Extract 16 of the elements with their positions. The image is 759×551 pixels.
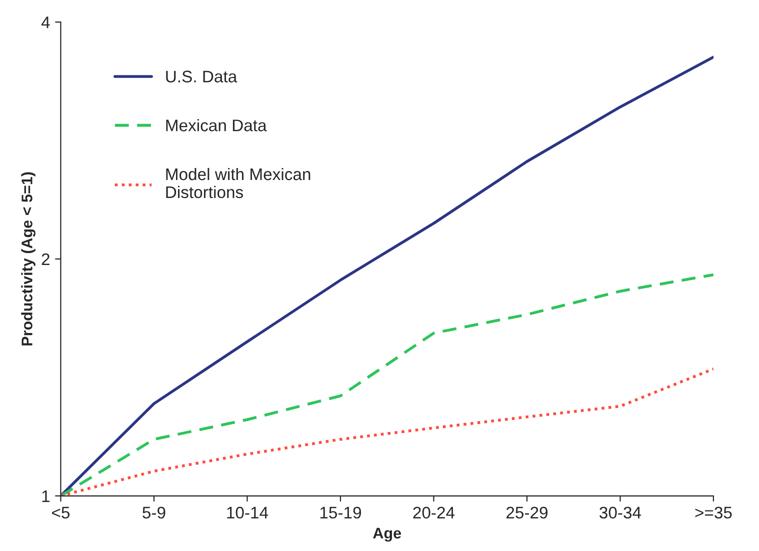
y-tick-label: 2 [42, 253, 50, 266]
y-tick-label: 1 [42, 490, 50, 502]
x-tick-label: 10-14 [227, 506, 268, 519]
x-tick-label: <5 [52, 506, 70, 519]
x-tick-label: 5-9 [142, 506, 166, 519]
x-tick-label: 25-29 [506, 506, 548, 519]
x-tick-label: 20-24 [413, 506, 455, 519]
legend-label: Mexican Data [166, 119, 267, 132]
y-tick-label: 4 [41, 16, 50, 28]
x-tick-label: 30-34 [600, 506, 642, 519]
legend-label: U.S. Data [166, 70, 238, 82]
x-tick-label: >=35 [695, 506, 732, 519]
x-tick-label: 15-19 [320, 506, 361, 519]
legend-label: Model with Mexican Distortions [166, 168, 310, 198]
x-axis-title: Age [373, 528, 401, 542]
y-axis-title: Productivity (Age < 5=1) [21, 172, 36, 346]
